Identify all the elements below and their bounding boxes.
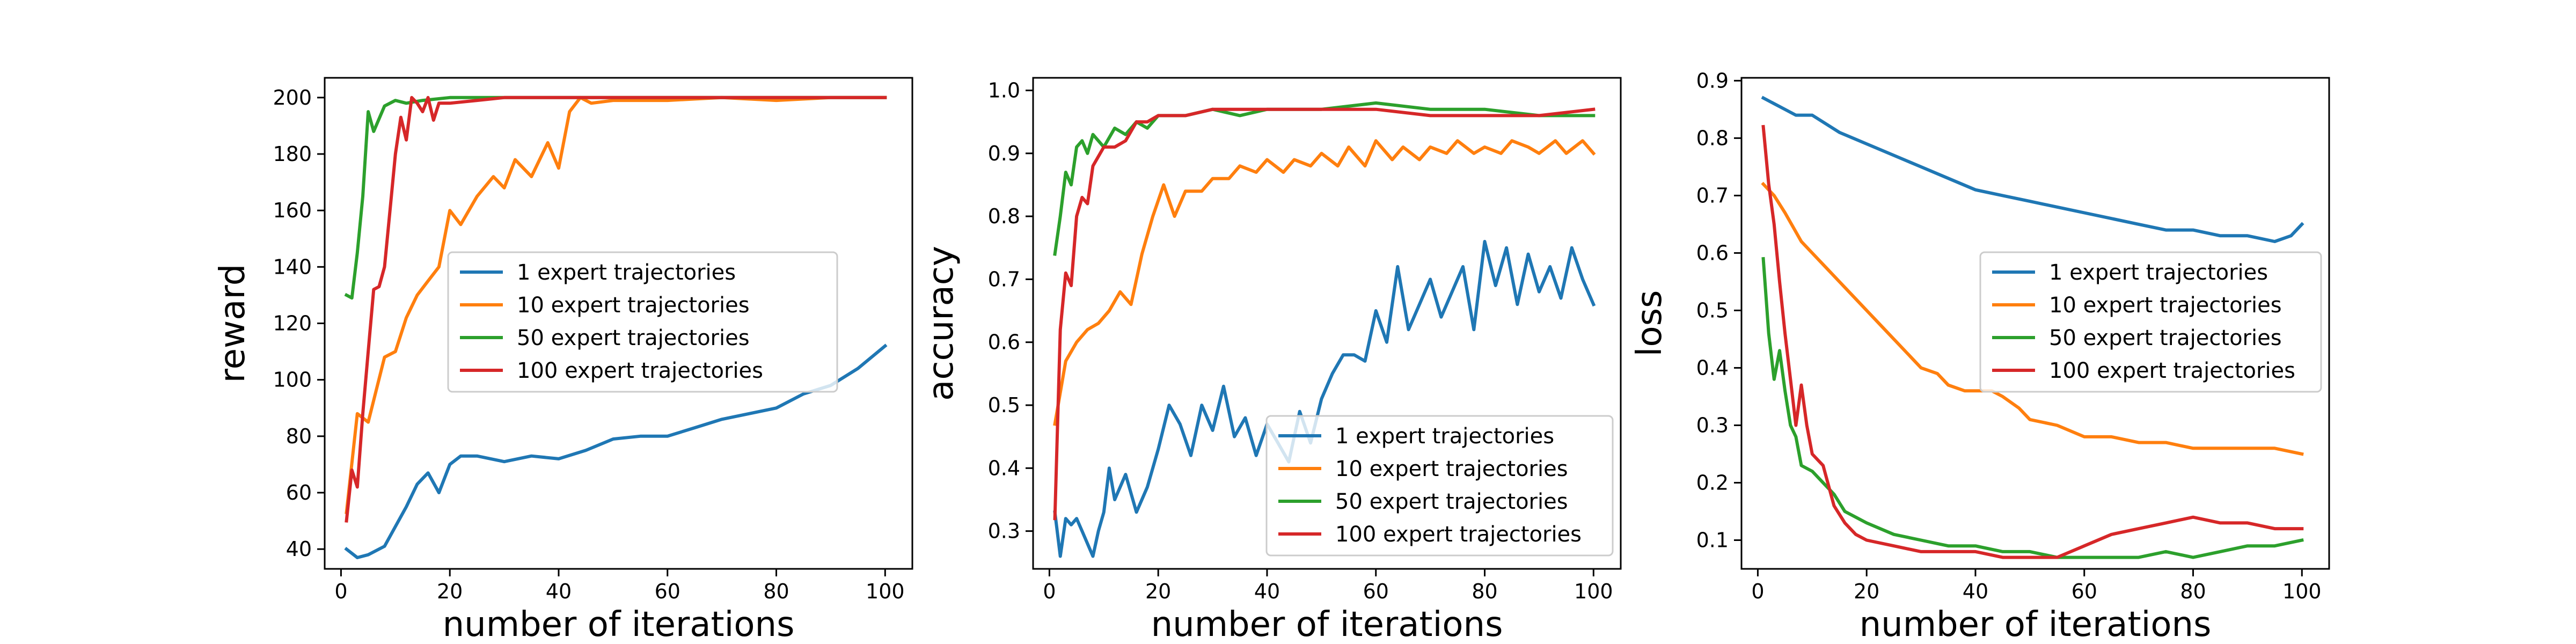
- x-tick-label: 0: [1751, 580, 1764, 603]
- x-tick-label: 40: [1254, 580, 1280, 603]
- x-tick-label: 80: [2180, 580, 2206, 603]
- series-lines: [1053, 101, 1596, 558]
- y-tick-label: 0.8: [988, 204, 1020, 228]
- y-axis-title: loss: [1630, 290, 1670, 357]
- y-tick-label: 0.6: [988, 331, 1020, 354]
- subplot-reward: 0 20 40 60 80 100 40 60 80 100 120 140 160 180 200 numb…: [213, 77, 913, 644]
- x-tick-label: 40: [546, 580, 572, 603]
- series-lines: [344, 96, 888, 559]
- y-tick-label: 140: [273, 255, 312, 279]
- y-tick-label: 0.9: [988, 142, 1020, 165]
- y-tick-label: 60: [286, 481, 312, 504]
- legend-label: 100 expert trajectories: [1335, 522, 1582, 547]
- series-line-3: [1761, 257, 2304, 559]
- x-tick-label: 100: [866, 580, 905, 603]
- y-tick-label: 1.0: [988, 78, 1020, 102]
- legend-label: 10 expert trajectories: [517, 293, 750, 318]
- y-tick-label: 80: [286, 425, 312, 448]
- series-line-1: [344, 343, 888, 559]
- subplot-loss: 0 20 40 60 80 100 0.1 0.2 0.3 0.4 0.5 0.6 0.7 0.8 0.9 n…: [1630, 69, 2330, 644]
- legend-label: 1 expert trajectories: [1335, 424, 1554, 449]
- x-tick-label: 20: [437, 580, 463, 603]
- x-tick-label: 20: [1145, 580, 1171, 603]
- x-tick-label: 80: [763, 580, 789, 603]
- legend-box: [1265, 415, 1614, 557]
- axes-frame: [1740, 77, 2330, 570]
- legend: 1 expert trajectories 10 expert trajector…: [1979, 251, 2322, 393]
- series-line-2: [1761, 181, 2304, 456]
- y-tick-label: 0.3: [1696, 413, 1729, 437]
- series-line-2: [345, 96, 887, 515]
- x-tick-label: 60: [1363, 580, 1389, 603]
- x-tick-label: 100: [2282, 580, 2322, 603]
- y-tick-label: 0.9: [1696, 69, 1729, 92]
- y-tick-label: 100: [273, 368, 312, 392]
- legend-label: 10 expert trajectories: [1335, 457, 1568, 481]
- x-tick-label: 100: [1574, 580, 1613, 603]
- legend-box: [1979, 251, 2322, 393]
- y-tick-label: 0.5: [988, 393, 1020, 417]
- y-tick-label: 0.3: [988, 519, 1020, 543]
- series-line-1: [1761, 96, 2304, 243]
- x-axis-title: number of iterations: [1860, 605, 2212, 644]
- legend: 1 expert trajectories 10 expert trajector…: [1265, 415, 1614, 557]
- y-tick-label: 0.6: [1696, 241, 1729, 265]
- legend-box: [447, 251, 838, 393]
- x-tick-label: 40: [1963, 580, 1988, 603]
- y-tick-label: 0.5: [1696, 298, 1729, 322]
- y-tick-label: 0.1: [1696, 528, 1729, 552]
- x-tick-label: 60: [2072, 580, 2097, 603]
- x-tick-label: 80: [1472, 580, 1497, 603]
- legend: 1 expert trajectories 10 expert trajector…: [447, 251, 838, 393]
- y-axis-title: reward: [213, 264, 253, 383]
- legend-label: 50 expert trajectories: [1335, 489, 1568, 514]
- series-line-4: [1761, 125, 2304, 559]
- x-tick-label: 0: [334, 580, 347, 603]
- x-tick-label: 60: [655, 580, 680, 603]
- y-tick-label: 0.8: [1696, 126, 1729, 150]
- legend-label: 50 expert trajectories: [517, 326, 750, 350]
- y-tick-label: 0.4: [988, 456, 1020, 480]
- y-tick-label: 160: [273, 199, 312, 222]
- legend-label: 1 expert trajectories: [517, 260, 736, 285]
- y-axis-title: accuracy: [921, 246, 961, 401]
- series-line-4: [345, 96, 887, 523]
- series-line-2: [1053, 139, 1596, 426]
- legend-label: 100 expert trajectories: [2049, 358, 2295, 383]
- y-tick-label: 0.4: [1696, 356, 1729, 379]
- series-line-4: [1053, 107, 1596, 521]
- y-tick-label: 0.7: [1696, 184, 1729, 207]
- y-tick-label: 120: [273, 312, 312, 335]
- x-axis-title: number of iterations: [443, 605, 795, 644]
- x-axis-title: number of iterations: [1151, 605, 1503, 644]
- series-lines: [1761, 96, 2304, 559]
- legend-label: 50 expert trajectories: [2049, 326, 2282, 350]
- legend-label: 10 expert trajectories: [2049, 293, 2282, 318]
- x-tick-label: 0: [1043, 580, 1056, 603]
- axes-frame: [1032, 77, 1622, 570]
- y-tick-label: 40: [286, 537, 312, 561]
- x-tick-label: 20: [1854, 580, 1879, 603]
- series-line-3: [1053, 101, 1596, 256]
- y-tick-label: 0.2: [1696, 471, 1729, 494]
- y-tick-label: 0.7: [988, 267, 1020, 291]
- subplot-accuracy: 0 20 40 60 80 100 0.3 0.4 0.5 0.6 0.7 0.8 0.9 1.0 numb…: [921, 77, 1622, 644]
- legend-label: 100 expert trajectories: [517, 358, 763, 383]
- y-tick-label: 200: [273, 86, 312, 109]
- legend-label: 1 expert trajectories: [2049, 260, 2268, 285]
- y-tick-label: 180: [273, 142, 312, 166]
- subplots: 0 20 40 60 80 100406080100120140160180200numb…: [213, 69, 2330, 644]
